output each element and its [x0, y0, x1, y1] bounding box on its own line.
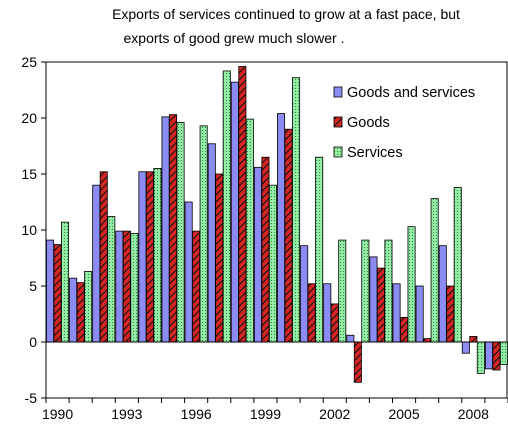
y-tick-label: 0 [29, 334, 37, 350]
bar-goods [76, 282, 85, 343]
bar-goods-and-services [161, 116, 170, 343]
bar-services [61, 221, 70, 343]
bar-services [361, 239, 370, 343]
bar-services [476, 341, 485, 374]
bar-goods-and-services [323, 283, 332, 343]
bar-goods [492, 341, 501, 371]
bar-goods-and-services [207, 143, 216, 343]
bar-services [153, 167, 162, 343]
bar-services [338, 239, 347, 343]
legend-swatch [333, 146, 343, 158]
bar-services [84, 271, 93, 343]
legend-label: Goods [347, 115, 390, 131]
bar-services [384, 239, 393, 343]
bar-goods [99, 171, 108, 343]
bar-services [430, 198, 439, 343]
chart-title-line-2: exports of good grew much slower . [123, 30, 345, 46]
bar-goods-and-services [461, 341, 470, 354]
x-tick-label: 1993 [111, 406, 142, 422]
x-tick-label: 2002 [319, 406, 350, 422]
bar-services [222, 70, 231, 343]
bar-goods [423, 338, 432, 343]
bar-goods-and-services [346, 334, 355, 343]
legend-label: Goods and services [347, 85, 475, 101]
y-tick-label: 5 [29, 278, 37, 294]
x-tick-label: 1999 [250, 406, 281, 422]
bar-goods-and-services [69, 277, 78, 343]
bar-goods-and-services [184, 201, 193, 343]
bar-goods-and-services [253, 166, 262, 343]
y-tick-label: 15 [21, 166, 37, 182]
bar-goods-and-services [277, 113, 286, 343]
bar-goods-and-services [115, 230, 124, 343]
x-tick-label: 1990 [42, 406, 73, 422]
bar-goods [353, 341, 362, 383]
bar-goods-and-services [46, 239, 55, 343]
bar-services [199, 125, 208, 343]
bar-goods [330, 303, 339, 343]
bar-goods-and-services [92, 184, 101, 343]
bar-services [107, 216, 116, 343]
bar-goods [145, 171, 154, 343]
bar-services [268, 184, 277, 343]
bar-goods-and-services [484, 341, 493, 370]
bar-services [453, 187, 462, 343]
bar-services [499, 341, 508, 365]
y-tick-label: 25 [21, 54, 37, 70]
bar-goods-and-services [415, 285, 424, 343]
bar-goods-and-services [392, 283, 401, 343]
bar-goods [261, 156, 270, 343]
bar-goods-and-services [230, 81, 239, 343]
legend-label: Services [347, 145, 403, 161]
bar-goods [446, 285, 455, 343]
legend-swatch [333, 116, 343, 128]
bar-goods [238, 66, 247, 343]
bar-services [245, 118, 254, 343]
bar-goods [192, 230, 201, 343]
bar-goods [284, 128, 293, 343]
bar-services [292, 77, 301, 343]
legend-swatch [333, 86, 343, 98]
x-tick-label: 2005 [388, 406, 419, 422]
bar-goods [53, 244, 62, 343]
bar-goods [400, 316, 409, 343]
bar-goods-and-services [438, 245, 447, 343]
bar-services [407, 226, 416, 343]
bar-goods [169, 114, 178, 343]
bar-services [315, 156, 324, 343]
bar-goods [122, 230, 131, 343]
y-tick-label: 10 [21, 222, 37, 238]
bar-goods-and-services [300, 245, 309, 343]
bar-goods [215, 173, 224, 343]
bar-goods [469, 335, 478, 343]
chart-title-line-1: Exports of services continued to grow at… [112, 6, 460, 22]
bar-goods [307, 283, 316, 343]
bar-goods-and-services [138, 171, 147, 343]
bar-services [130, 232, 139, 343]
x-tick-label: 1996 [181, 406, 212, 422]
y-tick-label: -5 [25, 390, 38, 406]
x-tick-label: 2008 [458, 406, 489, 422]
bar-services [176, 122, 185, 343]
bar-goods [376, 267, 385, 343]
bar-goods-and-services [369, 256, 378, 343]
y-tick-label: 20 [21, 110, 37, 126]
